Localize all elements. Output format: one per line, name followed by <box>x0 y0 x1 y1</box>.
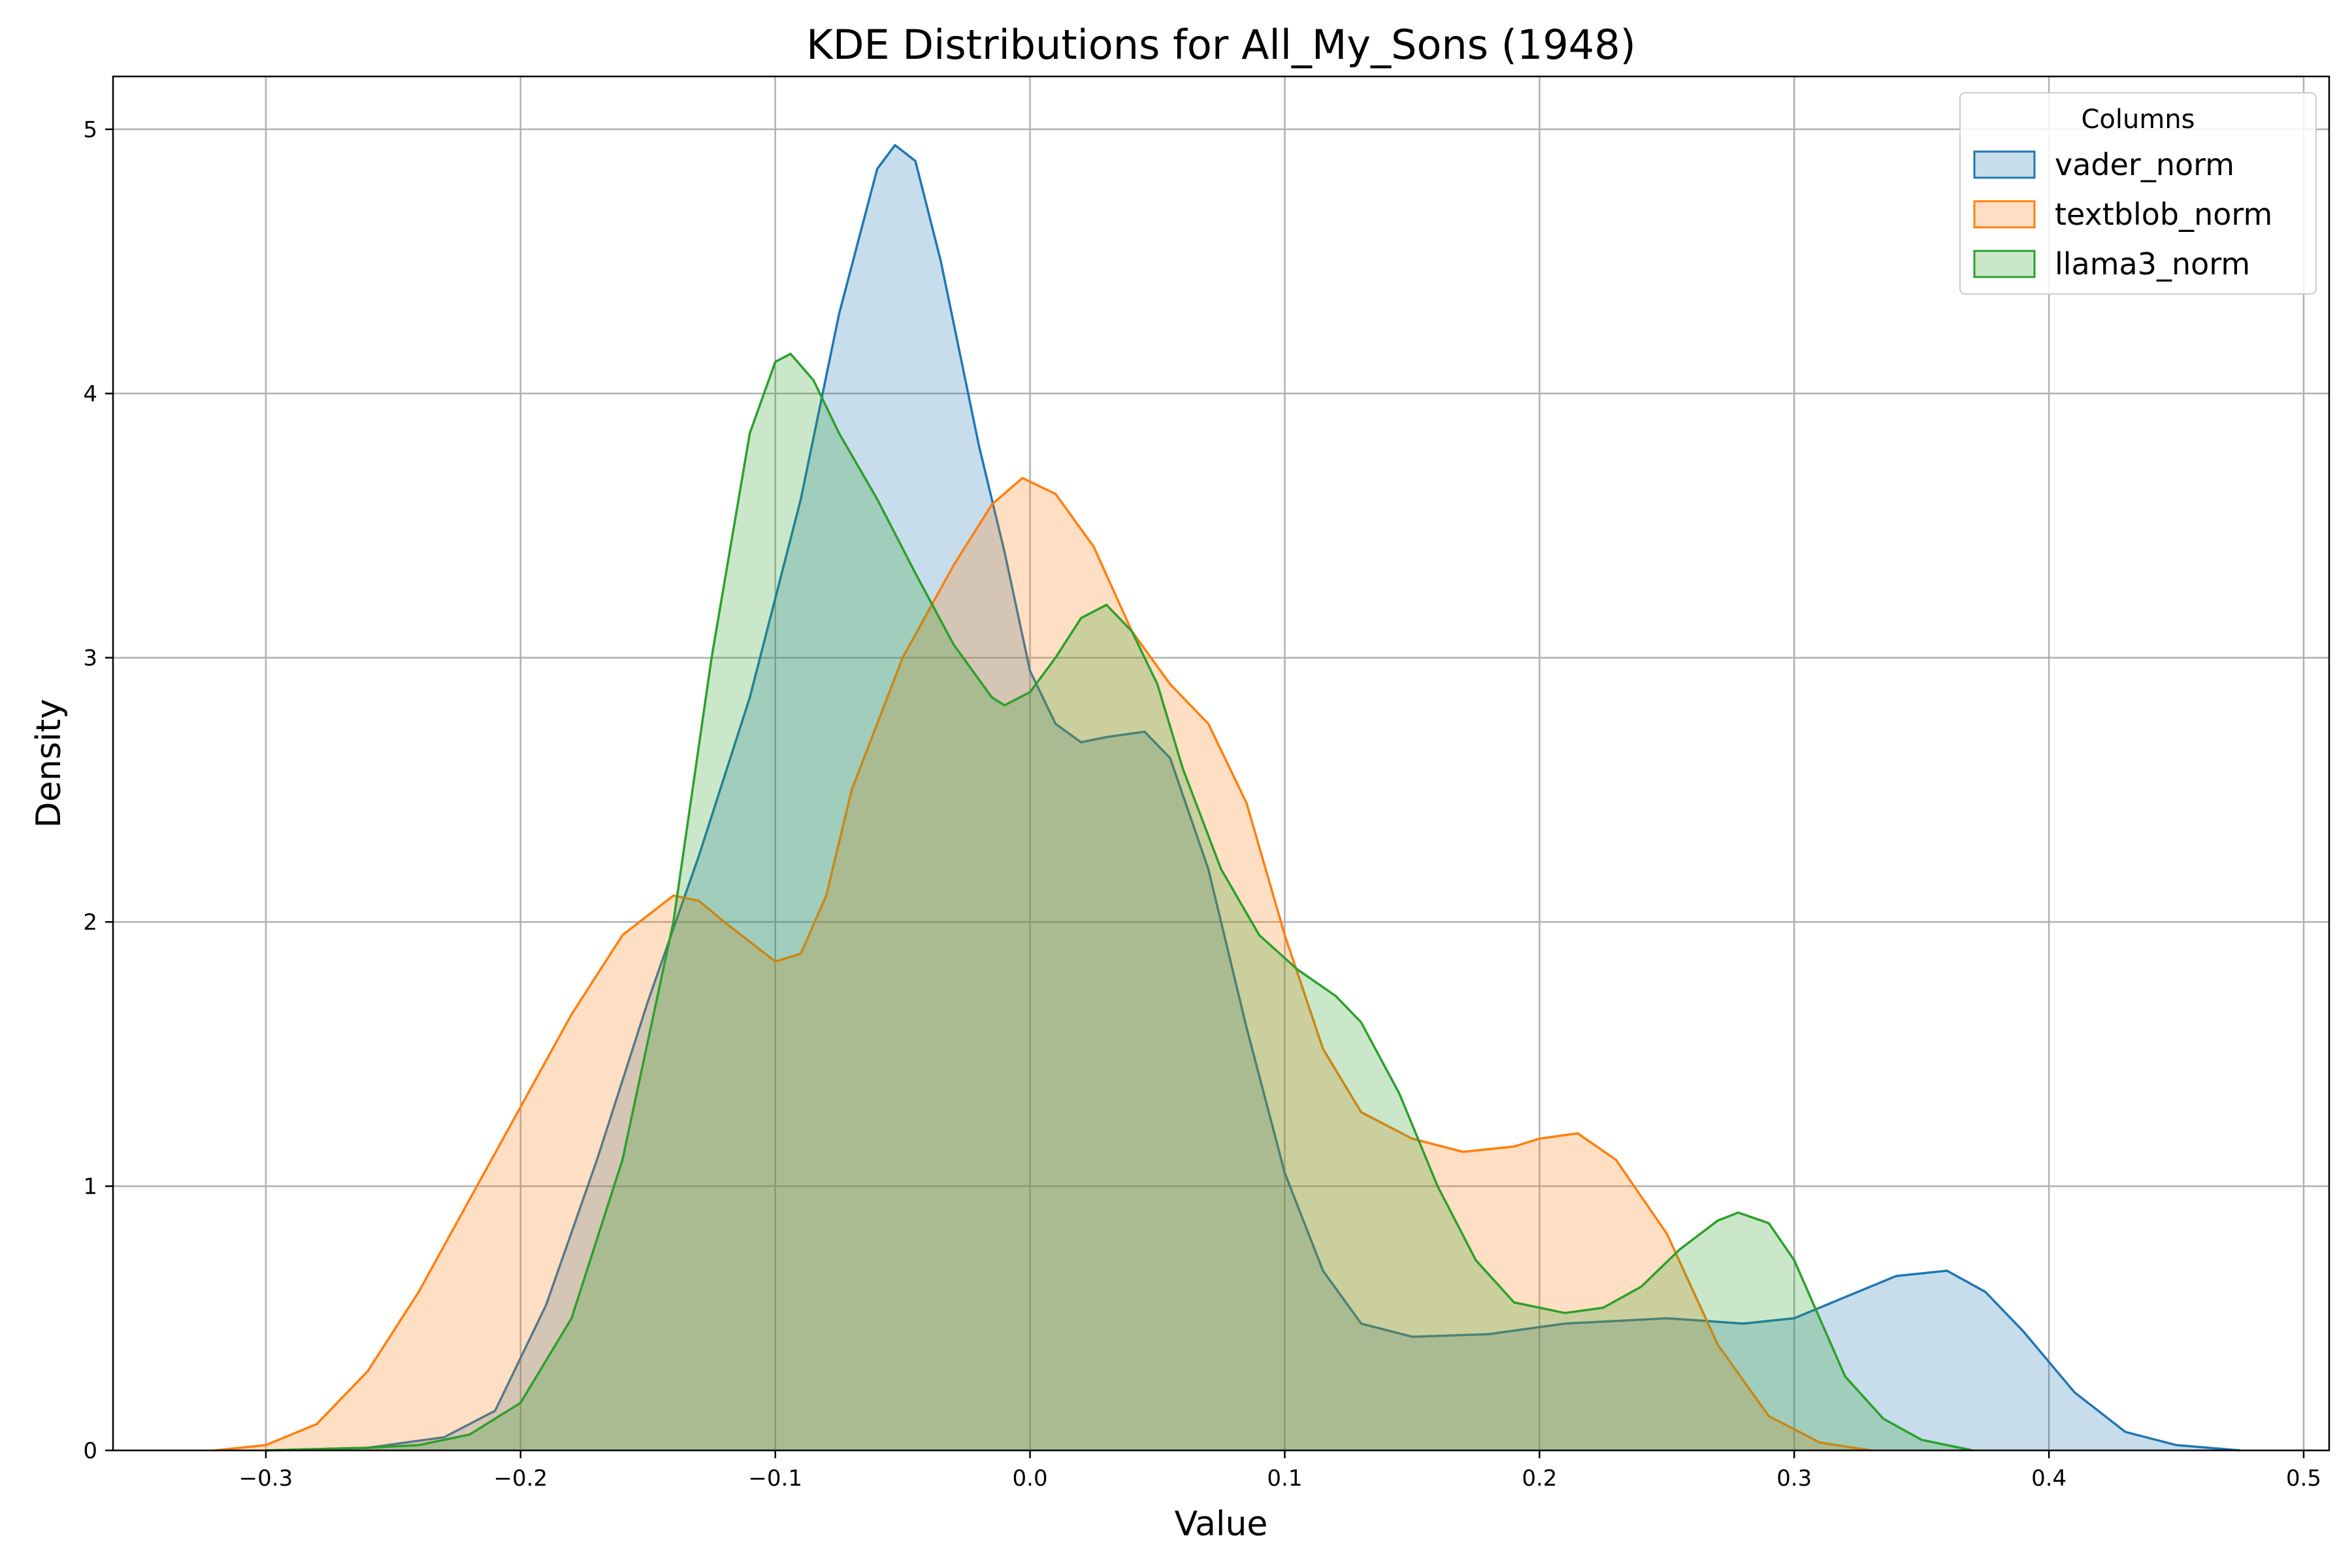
x-tick-label: −0.2 <box>494 1465 548 1492</box>
y-axis-label: Density <box>29 699 69 828</box>
series-layer <box>214 144 2240 1452</box>
x-tick-label: 0.0 <box>1013 1465 1048 1492</box>
legend: Columns vader_norm textblob_norm llama3_no… <box>1959 92 2317 295</box>
x-tick-label: −0.3 <box>239 1465 293 1492</box>
series-line-vader_norm <box>265 144 2240 1452</box>
series-area-vader_norm <box>265 145 2240 1451</box>
legend-entries: vader_norm textblob_norm llama3_norm <box>1973 147 2272 282</box>
x-tick-label: −0.1 <box>748 1465 802 1492</box>
legend-label: vader_norm <box>2055 147 2234 182</box>
chart-title: KDE Distributions for All_My_Sons (1948) <box>806 21 1636 69</box>
x-tick-label: 0.3 <box>1776 1465 1812 1492</box>
x-tick-label: 0.4 <box>2031 1465 2066 1492</box>
y-tick-label: 4 <box>83 381 97 407</box>
y-tick-label: 3 <box>83 645 97 672</box>
legend-box <box>1959 92 2317 295</box>
y-tick-label: 0 <box>83 1438 97 1464</box>
x-axis-label: Value <box>1175 1505 1268 1544</box>
series-area-textblob_norm <box>215 478 1871 1451</box>
ticks: −0.3 −0.2 −0.1 0.0 0.1 0.2 0.3 0.4 0.5 0 1 2 3 4 5 <box>83 117 2321 1492</box>
x-tick-label: 0.1 <box>1267 1465 1302 1492</box>
plot-frame <box>112 75 2330 1452</box>
x-tick-label: 0.5 <box>2286 1465 2321 1492</box>
y-tick-label: 1 <box>83 1174 97 1200</box>
legend-label: textblob_norm <box>2055 197 2272 232</box>
legend-label: llama3_norm <box>2055 246 2250 282</box>
legend-title: Columns <box>2081 105 2195 135</box>
series-area-llama3_norm <box>265 353 1973 1450</box>
legend-swatch-textblob_norm <box>1973 200 2036 229</box>
y-tick-label: 2 <box>83 909 97 936</box>
legend-swatch-llama3_norm <box>1973 250 2036 278</box>
legend-swatch-vader_norm <box>1973 150 2036 179</box>
y-tick-label: 5 <box>83 117 97 143</box>
x-tick-label: 0.2 <box>1522 1465 1557 1492</box>
series-line-llama3_norm <box>265 352 1973 1452</box>
series-line-textblob_norm <box>214 476 1871 1452</box>
